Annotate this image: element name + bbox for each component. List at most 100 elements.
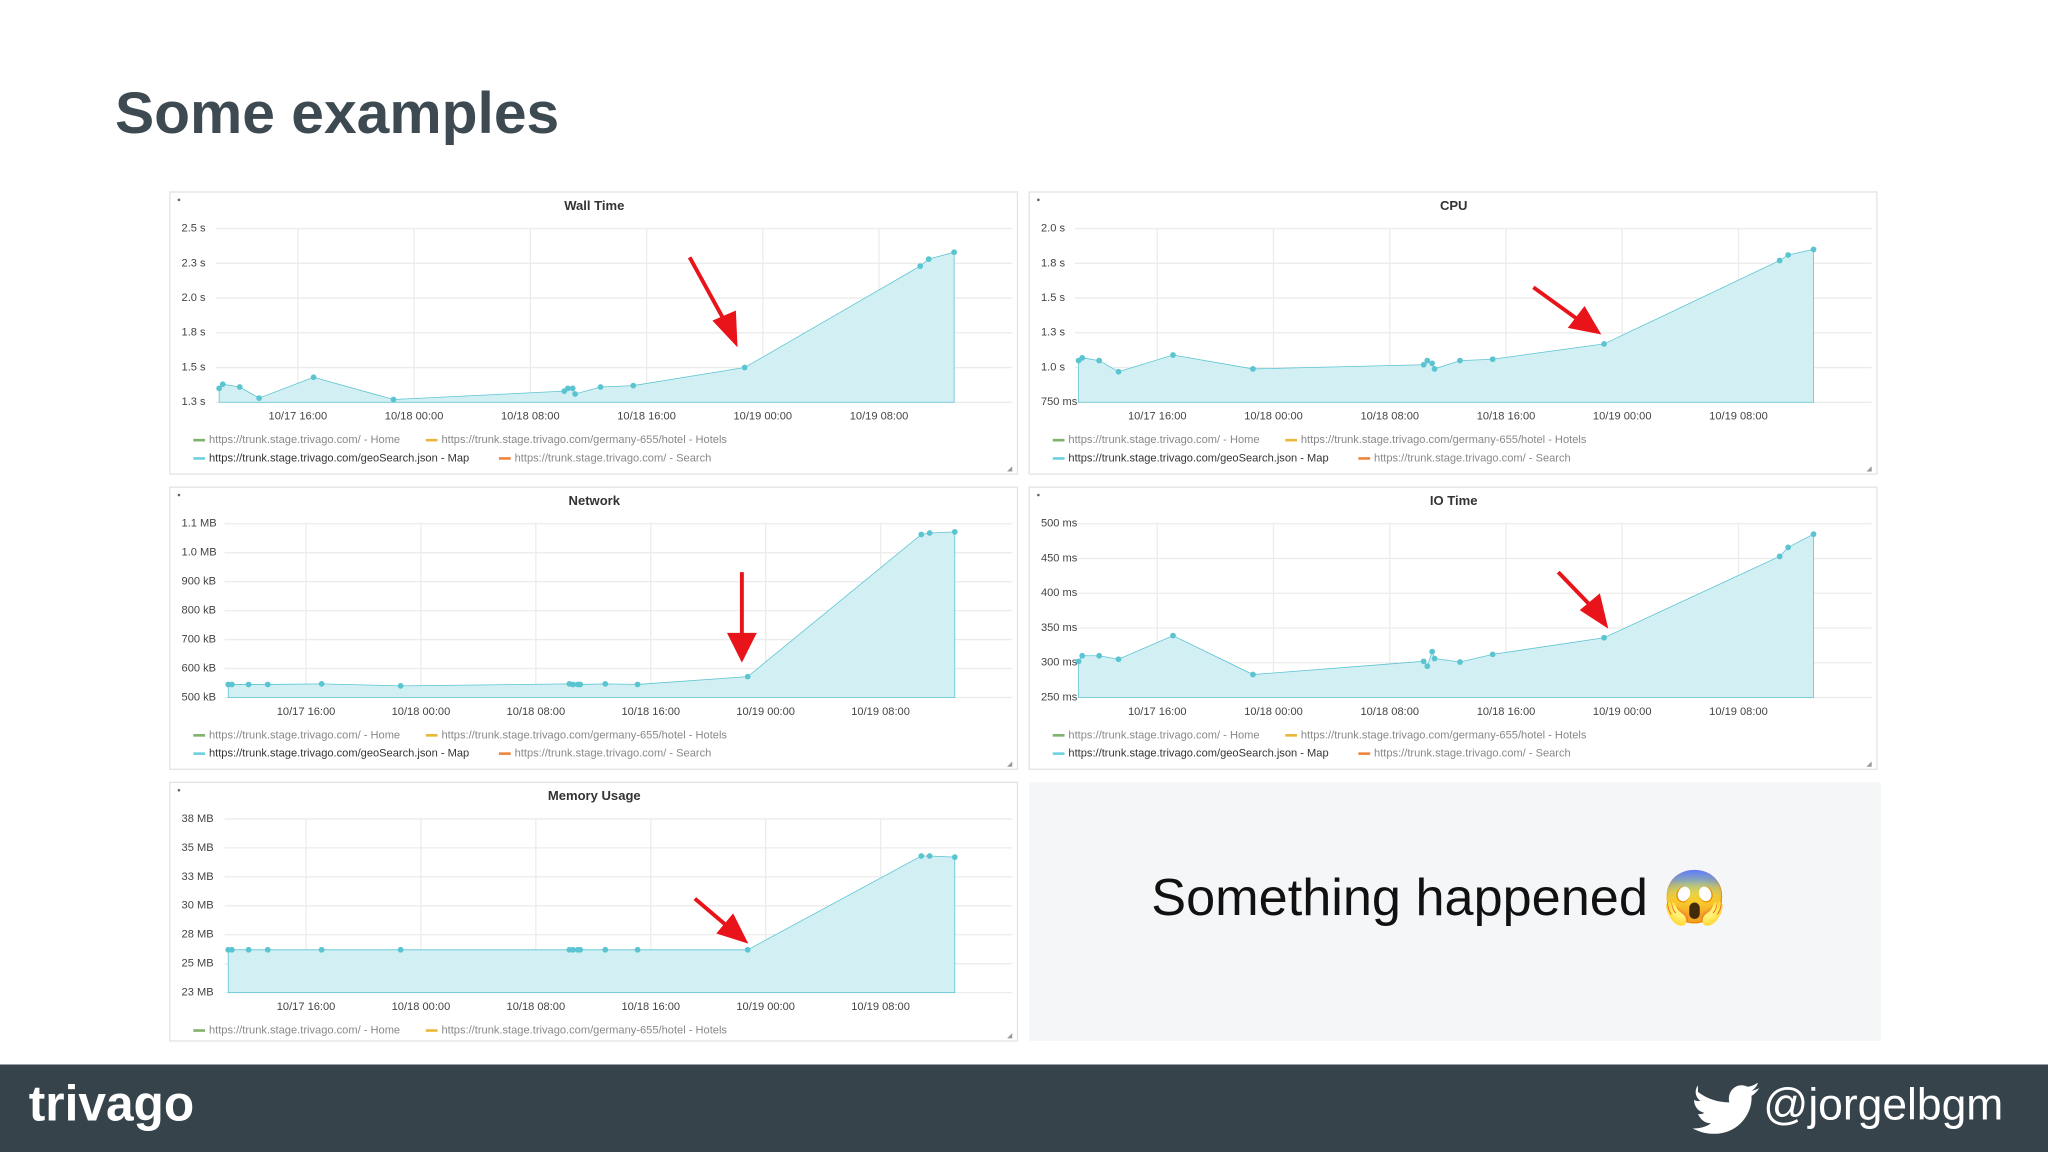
point <box>1776 553 1783 560</box>
y-tick-label: 1.3 s <box>1041 327 1066 339</box>
point <box>1170 352 1176 358</box>
point <box>634 681 641 688</box>
legend-label: https://trunk.stage.trivago.com/ - Home <box>1068 729 1259 741</box>
x-tick-label: 10/17 16:00 <box>1128 411 1187 423</box>
y-tick-label: 900 kB <box>182 576 217 588</box>
info-dot <box>177 198 181 202</box>
point <box>1431 655 1438 662</box>
legend-label: https://trunk.stage.trivago.com/geoSearc… <box>209 452 469 464</box>
point <box>926 853 933 859</box>
twitter-icon <box>1692 1082 1760 1134</box>
y-tick-label: 1.3 s <box>182 396 207 408</box>
legend-label: https://trunk.stage.trivago.com/geoSearc… <box>1068 452 1328 464</box>
arrow-head <box>1567 306 1602 335</box>
point <box>602 680 609 687</box>
y-tick-label: 500 ms <box>1041 518 1078 530</box>
y-tick-label: 300 ms <box>1041 657 1078 669</box>
x-tick-label: 10/18 16:00 <box>621 706 680 718</box>
x-tick-label: 10/19 00:00 <box>736 1001 795 1013</box>
point <box>1250 671 1256 678</box>
y-tick-label: 23 MB <box>182 987 214 999</box>
point <box>570 681 576 688</box>
point <box>1170 632 1176 639</box>
point <box>1424 357 1431 364</box>
y-tick-label: 1.5 s <box>1041 292 1066 304</box>
point <box>602 946 609 953</box>
legend-label: https://trunk.stage.trivago.com/ - Searc… <box>515 748 712 760</box>
y-tick-label: 2.0 s <box>1041 223 1066 235</box>
info-dot <box>1037 493 1040 497</box>
x-tick-label: 10/19 08:00 <box>851 706 910 718</box>
point <box>951 249 957 256</box>
point <box>634 946 641 953</box>
legend-label: https://trunk.stage.trivago.com/germany-… <box>441 434 727 446</box>
legend-label: https://trunk.stage.trivago.com/ - Searc… <box>1374 452 1571 464</box>
point <box>1250 366 1256 372</box>
arrow-head <box>1579 593 1609 629</box>
y-tick-label: 1.1 MB <box>182 518 217 530</box>
y-tick-label: 2.3 s <box>182 257 207 269</box>
resize-handle <box>1866 466 1872 472</box>
y-tick-label: 450 ms <box>1041 552 1078 564</box>
point <box>569 385 576 392</box>
handle: @jorgelbgm <box>1763 1080 2003 1129</box>
arrow-head <box>712 310 738 348</box>
y-tick-label: 250 ms <box>1041 691 1078 703</box>
point <box>1420 361 1427 368</box>
legend-label: https://trunk.stage.trivago.com/geoSearc… <box>1068 748 1328 760</box>
y-tick-label: 500 kB <box>182 691 217 703</box>
point <box>1785 544 1791 551</box>
caption-panel <box>1029 782 1881 1041</box>
point <box>918 531 925 538</box>
x-tick-label: 10/18 16:00 <box>621 1001 680 1013</box>
chart-title: IO Time <box>1430 493 1478 508</box>
x-tick-label: 10/17 16:00 <box>277 706 336 718</box>
legend-label: https://trunk.stage.trivago.com/ - Searc… <box>515 452 712 464</box>
x-tick-label: 10/18 08:00 <box>507 706 566 718</box>
info-dot <box>177 788 181 792</box>
point <box>926 530 933 536</box>
x-tick-label: 10/19 00:00 <box>736 706 795 718</box>
legend-label: https://trunk.stage.trivago.com/geoSearc… <box>209 748 469 760</box>
legend-label: https://trunk.stage.trivago.com/ - Home <box>209 729 400 741</box>
y-tick-label: 1.5 s <box>182 361 207 373</box>
point <box>318 680 325 687</box>
info-dot <box>177 493 181 497</box>
x-tick-label: 10/18 00:00 <box>392 1001 451 1013</box>
y-tick-label: 1.8 s <box>182 327 207 339</box>
point <box>951 854 958 861</box>
point <box>951 528 958 535</box>
point <box>564 385 571 392</box>
y-tick-label: 25 MB <box>182 958 214 970</box>
point <box>264 946 271 953</box>
point <box>216 385 223 392</box>
point <box>630 382 637 389</box>
y-tick-label: 1.0 MB <box>182 547 217 559</box>
point <box>1424 663 1431 670</box>
point <box>1457 659 1463 665</box>
point <box>1420 658 1427 665</box>
x-tick-label: 10/18 08:00 <box>507 1001 566 1013</box>
chart-title: Wall Time <box>564 198 624 213</box>
point <box>245 946 252 953</box>
point <box>318 946 325 953</box>
point <box>1429 360 1436 367</box>
x-tick-label: 10/18 00:00 <box>1244 706 1303 718</box>
legend-label: https://trunk.stage.trivago.com/ - Searc… <box>1374 748 1571 760</box>
y-tick-label: 750 ms <box>1041 396 1078 408</box>
legend-label: https://trunk.stage.trivago.com/germany-… <box>1301 729 1587 741</box>
y-tick-label: 38 MB <box>182 813 214 825</box>
point <box>572 391 579 397</box>
arrow-head <box>716 913 749 944</box>
point <box>741 364 748 371</box>
point <box>1776 257 1783 264</box>
point <box>1431 366 1438 372</box>
arrow <box>1556 570 1595 611</box>
x-tick-label: 10/18 16:00 <box>1477 411 1536 423</box>
caption: Something happened 😱 <box>1151 869 1727 929</box>
point <box>1601 634 1607 641</box>
y-tick-label: 30 MB <box>182 900 214 912</box>
y-tick-label: 33 MB <box>182 871 214 883</box>
info-dot <box>1037 198 1040 202</box>
